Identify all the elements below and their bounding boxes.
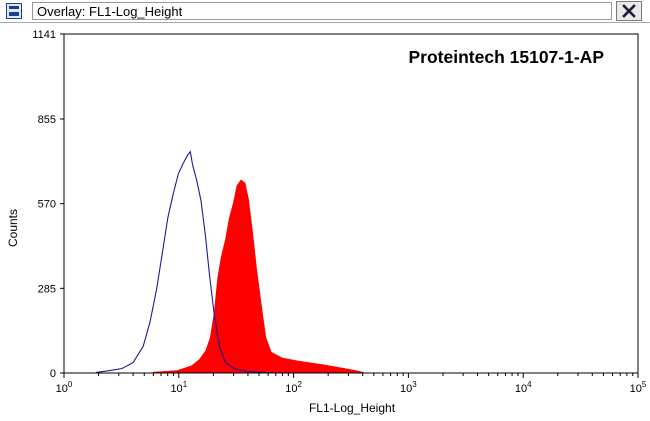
histogram-chart: 0 285 570 855 1141 100 101 102 103 104 105 Protein… [6,29,647,415]
chart-annotation: Proteintech 15107-1-AP [409,47,605,67]
series-outline-histogram [95,150,273,374]
y-tick-label: 1141 [32,29,56,41]
y-tick-label: 570 [38,199,56,211]
x-tick-label: 100 [56,380,73,395]
window-titlebar: Overlay: FL1-Log_Height [0,0,650,23]
x-tick-label: 101 [170,380,187,395]
x-axis-label: FL1-Log_Height [309,401,396,415]
close-x-icon [622,4,636,18]
window-title: Overlay: FL1-Log_Height [37,4,183,19]
axes: 0 285 570 855 1141 100 101 102 103 104 105 [32,29,647,395]
x-tick-label: 103 [400,380,417,395]
y-axis-label: Counts [6,209,20,247]
x-tick-label: 104 [515,380,532,395]
title-field: Overlay: FL1-Log_Height [32,2,612,20]
close-button[interactable] [616,1,642,21]
y-tick-label: 855 [38,114,56,126]
series-layer [95,150,366,374]
series-filled-histogram [153,179,366,374]
x-tick-label: 105 [630,380,647,395]
y-tick-label: 285 [38,283,56,295]
y-tick-label: 0 [50,368,56,380]
overlay-window-icon[interactable] [6,3,22,19]
x-tick-label: 102 [285,380,302,395]
